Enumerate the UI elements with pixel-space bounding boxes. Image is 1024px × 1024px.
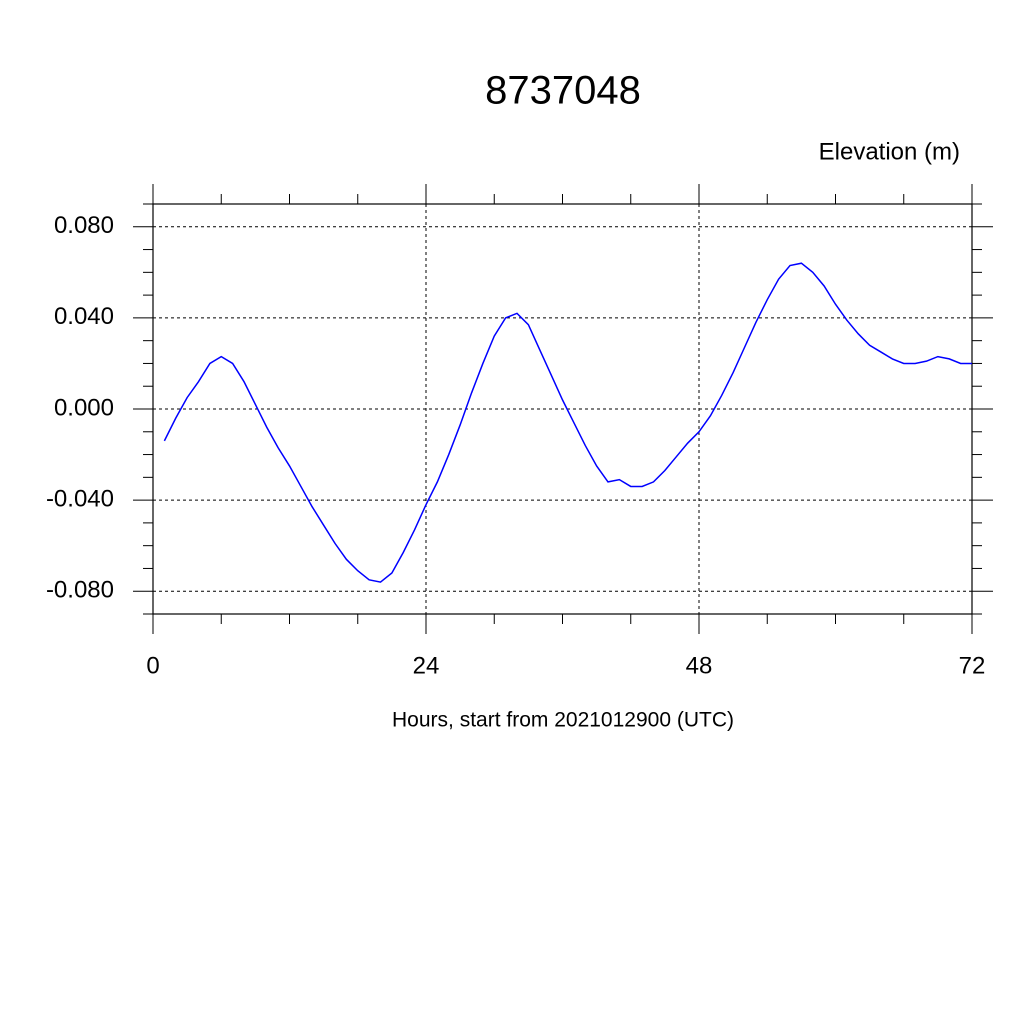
chart-subtitle: Elevation (m) [819, 138, 960, 165]
y-tick-label: 0.080 [54, 212, 114, 239]
y-tick-label: -0.040 [46, 485, 114, 512]
x-axis-label: Hours, start from 2021012900 (UTC) [392, 709, 734, 732]
line-series [163, 262, 972, 583]
x-tick-label: 24 [413, 652, 440, 679]
x-tick-label: 72 [959, 652, 986, 679]
x-tick-label: 48 [686, 652, 713, 679]
x-tick-label: 0 [146, 652, 159, 679]
y-tick-label: 0.000 [54, 394, 114, 421]
chart-title: 8737048 [485, 69, 641, 113]
y-tick-label: 0.040 [54, 303, 114, 330]
y-tick-label: -0.080 [46, 577, 114, 604]
